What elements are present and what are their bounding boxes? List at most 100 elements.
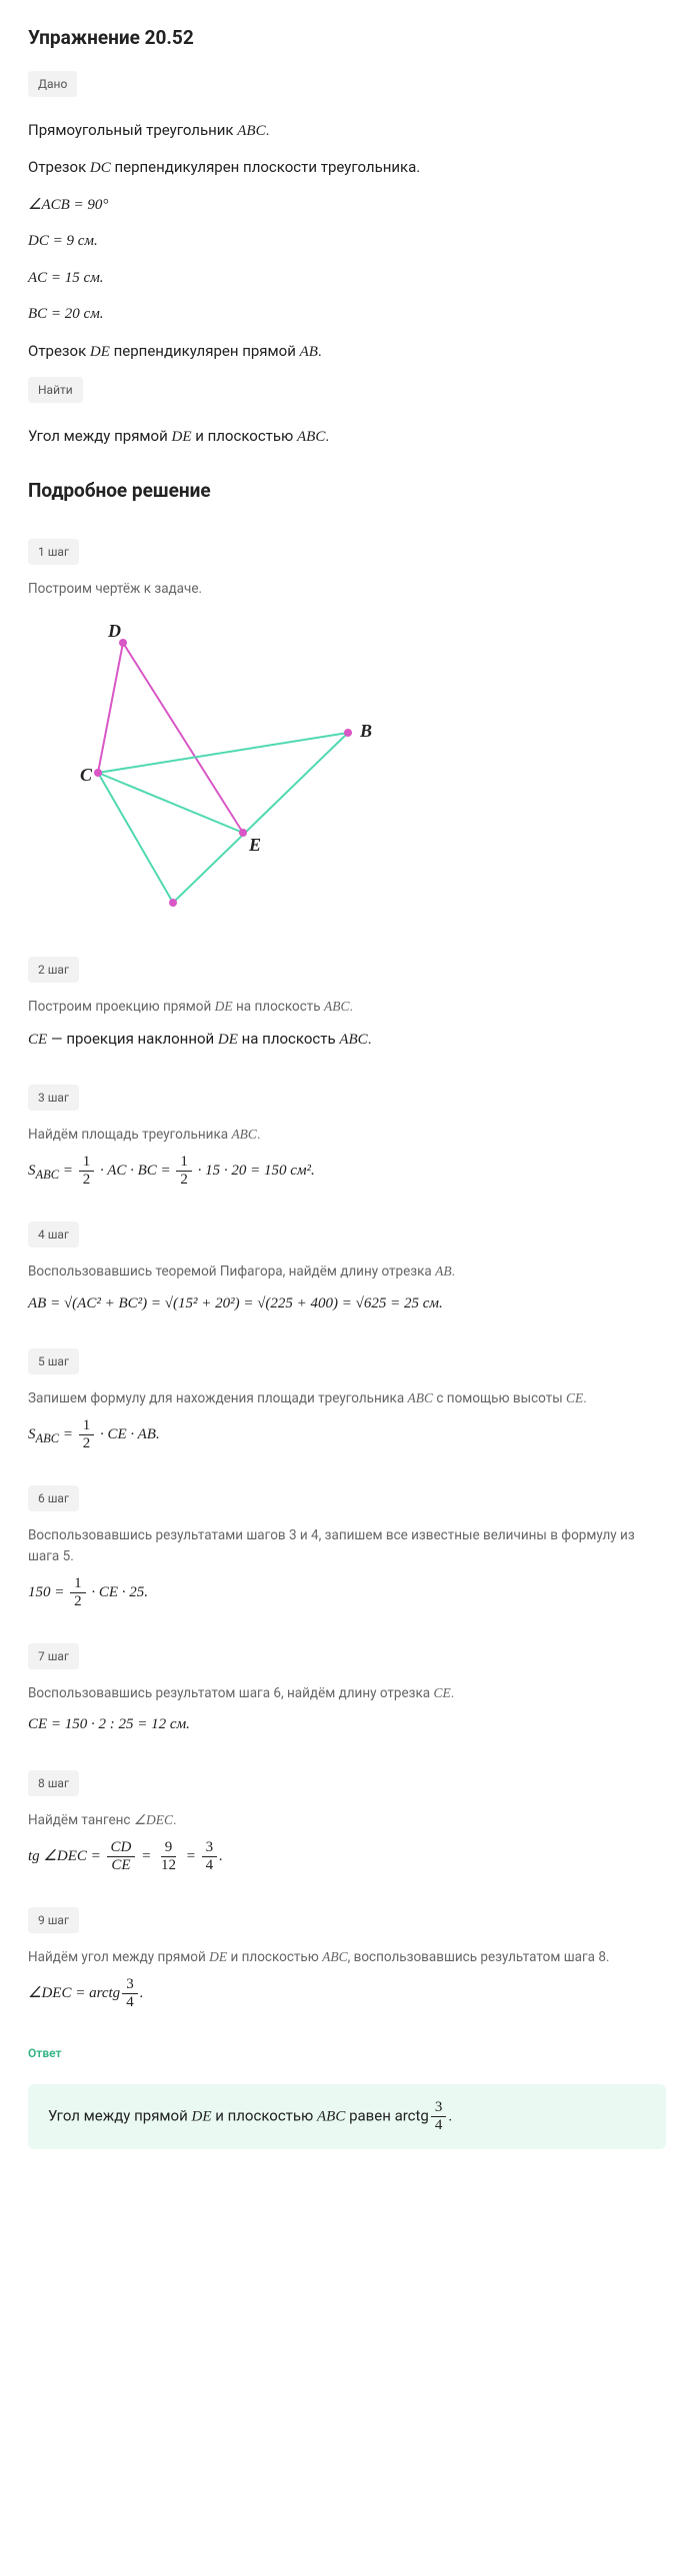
text: Запишем формулу для нахождения площади т… <box>28 1390 408 1406</box>
step-badge-5: 5 шаг <box>28 1348 79 1374</box>
text: Отрезок <box>28 158 90 176</box>
math: ABC <box>339 1032 367 1048</box>
frac: 12 <box>79 1155 95 1188</box>
frac: 12 <box>79 1418 95 1451</box>
math: ABC <box>231 1127 257 1142</box>
eq: = <box>137 1848 155 1864</box>
text: Угол между прямой <box>28 427 171 445</box>
find-line: Угол между прямой DE и плоскостью ABC. <box>28 425 666 449</box>
eq: · CE · AB. <box>96 1426 159 1442</box>
text: Построим проекцию прямой <box>28 999 215 1015</box>
text: . <box>448 2106 452 2124</box>
given-line-5: AC = 15 см. <box>28 267 666 290</box>
text: , воспользовавшись результатом шага 8. <box>348 1949 610 1965</box>
text: . <box>349 999 353 1015</box>
text: . <box>452 1264 456 1280</box>
den: 2 <box>70 1593 86 1609</box>
text: . <box>266 121 270 139</box>
eq: = <box>182 1848 200 1864</box>
math: CE <box>28 1032 47 1048</box>
given-line-7: Отрезок DE перпендикулярен прямой AB. <box>28 340 666 364</box>
num: CD <box>107 1840 136 1857</box>
math: ABC <box>317 2108 345 2124</box>
math: DE <box>90 344 110 360</box>
frac: 12 <box>70 1576 86 1609</box>
eq: = <box>59 1426 77 1442</box>
num: 9 <box>161 1840 177 1857</box>
frac: 12 <box>176 1155 192 1188</box>
math: ∠DEC <box>134 1812 173 1827</box>
eq-sub: ABC <box>36 1168 60 1182</box>
step-7-note: Воспользовавшись результатом шага 6, най… <box>28 1683 666 1703</box>
frac: 34 <box>122 1977 138 2010</box>
given-line-2: Отрезок DC перпендикулярен плоскости тре… <box>28 156 666 180</box>
step-7-eq: CE = 150 · 2 : 25 = 12 см. <box>28 1713 666 1736</box>
math: AB <box>435 1264 452 1279</box>
step-1-note: Построим чертёж к задаче. <box>28 579 666 599</box>
text: . <box>325 427 329 445</box>
step-8-eq: tg ∠DEC = CDCE = 912 = 34. <box>28 1840 666 1873</box>
den: 12 <box>157 1857 180 1873</box>
answer-box: Угол между прямой DE и плоскостью ABC ра… <box>28 2084 666 2149</box>
math: DE <box>218 1032 238 1048</box>
eq: · 15 · 20 = 150 см². <box>194 1163 315 1179</box>
text: . <box>583 1390 587 1406</box>
text: и плоскостью <box>227 1949 322 1965</box>
text: . <box>451 1685 455 1701</box>
frac: 912 <box>157 1840 180 1873</box>
eq-sub: ABC <box>36 1431 60 1445</box>
svg-text:D: D <box>107 621 121 641</box>
given-line-4: DC = 9 см. <box>28 230 666 253</box>
step-badge-2: 2 шаг <box>28 957 79 983</box>
text: перпендикулярен плоскости треугольника. <box>111 158 421 176</box>
frac: 34 <box>431 2100 447 2133</box>
step-badge-6: 6 шаг <box>28 1485 79 1511</box>
math: ABC <box>324 999 350 1014</box>
svg-text:A: A <box>168 909 181 913</box>
math: DC <box>90 160 111 176</box>
num: 1 <box>176 1155 192 1172</box>
text: с помощью высоты <box>433 1390 566 1406</box>
num: 1 <box>79 1155 95 1172</box>
eq: . <box>140 1985 144 2001</box>
text: . <box>173 1812 177 1828</box>
text: Угол между прямой <box>48 2106 191 2124</box>
step-2-text: CE — проекция наклонной DE на плоскость … <box>28 1028 666 1052</box>
math: DE <box>191 2108 211 2124</box>
step-badge-4: 4 шаг <box>28 1222 79 1248</box>
step-9-eq: ∠DEC = arctg34. <box>28 1977 666 2010</box>
text: и плоскостью <box>191 427 297 445</box>
eq: 150 = <box>28 1584 68 1600</box>
den: 4 <box>431 2117 447 2133</box>
frac: 34 <box>202 1840 218 1873</box>
den: 2 <box>79 1172 95 1188</box>
given-line-1: Прямоугольный треугольник ABC. <box>28 119 666 143</box>
step-4-note: Воспользовавшись теоремой Пифагора, найд… <box>28 1262 666 1282</box>
eq: · AC · BC = <box>96 1163 174 1179</box>
math: ABC <box>408 1390 434 1405</box>
svg-text:C: C <box>80 765 93 785</box>
text: и плоскостью <box>211 2106 317 2124</box>
step-3-eq: SABC = 12 · AC · BC = 12 · 15 · 20 = 150… <box>28 1155 666 1188</box>
text: Прямоугольный треугольник <box>28 121 237 139</box>
text: — проекция наклонной <box>47 1030 218 1048</box>
given-line-6: BC = 20 см. <box>28 303 666 326</box>
num: 3 <box>202 1840 218 1857</box>
text: . <box>368 1030 372 1048</box>
num: 3 <box>431 2100 447 2117</box>
num: 1 <box>79 1418 95 1435</box>
den: 4 <box>122 1994 138 2010</box>
step-6-eq: 150 = 12 · CE · 25. <box>28 1576 666 1609</box>
text: перпендикулярен прямой <box>110 342 300 360</box>
text: Отрезок <box>28 342 90 360</box>
eq: tg ∠DEC = <box>28 1848 105 1864</box>
step-5-note: Запишем формулу для нахождения площади т… <box>28 1388 666 1408</box>
step-9-note: Найдём угол между прямой DE и плоскостью… <box>28 1947 666 1967</box>
eq: . <box>219 1848 223 1864</box>
eq: = <box>59 1163 77 1179</box>
step-badge-3: 3 шаг <box>28 1085 79 1111</box>
given-badge: Дано <box>28 71 77 97</box>
step-badge-1: 1 шаг <box>28 539 79 565</box>
given-line-3: ∠ACB = 90° <box>28 194 666 217</box>
math: DE <box>209 1949 227 1964</box>
